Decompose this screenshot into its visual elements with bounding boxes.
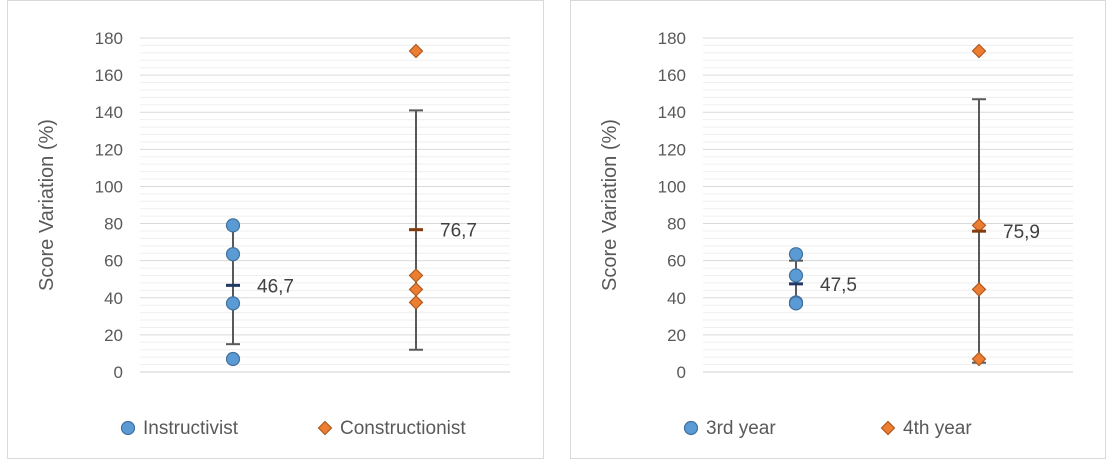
y-tick-label: 160 xyxy=(658,66,686,85)
legend-marker xyxy=(880,420,896,436)
data-point xyxy=(971,43,987,59)
mean-data-label: 75,9 xyxy=(1003,222,1040,243)
y-tick-label: 40 xyxy=(667,289,686,308)
y-tick-label: 20 xyxy=(667,326,686,345)
y-tick-label: 80 xyxy=(104,215,123,234)
legend-label: Instructivist xyxy=(143,418,239,439)
legend-marker xyxy=(120,420,136,436)
data-point xyxy=(225,218,241,233)
data-point xyxy=(971,282,987,297)
data-point xyxy=(225,351,241,367)
y-tick-label: 180 xyxy=(95,29,123,48)
legend-label: Constructionist xyxy=(340,418,466,439)
legend-label: 4th year xyxy=(903,418,972,439)
data-point xyxy=(408,43,424,59)
data-point xyxy=(788,296,804,311)
y-axis-title: Score Variation (%) xyxy=(36,119,58,291)
y-tick-label: 120 xyxy=(658,140,686,159)
chart-panel-right: 0 20 40 60 80 100 120 140 160 180 Score Variation … xyxy=(570,0,1106,459)
data-point xyxy=(408,282,424,297)
mean-marker xyxy=(789,282,803,286)
data-point xyxy=(408,268,424,283)
y-axis-title: Score Variation (%) xyxy=(599,119,621,291)
chart-left-svg: 0 20 40 60 80 100 120 140 160 180 Score Variation … xyxy=(36,29,510,439)
y-tick-label: 140 xyxy=(658,103,686,122)
data-point xyxy=(225,296,241,311)
y-tick-label: 180 xyxy=(658,29,686,48)
mean-data-label: 46,7 xyxy=(257,276,294,297)
data-point xyxy=(971,351,987,367)
chart-panel-left: 0 20 40 60 80 100 120 140 160 180 Score Variation … xyxy=(7,0,544,459)
y-tick-label: 160 xyxy=(95,66,123,85)
y-tick-label: 0 xyxy=(114,363,123,382)
y-tick-label: 20 xyxy=(104,326,123,345)
mean-marker xyxy=(226,283,240,287)
y-tick-label: 120 xyxy=(95,140,123,159)
data-point xyxy=(788,268,804,283)
y-tick-label: 0 xyxy=(677,363,686,382)
y-tick-label: 60 xyxy=(667,252,686,271)
data-point xyxy=(225,247,241,262)
data-point xyxy=(408,295,424,310)
mean-marker xyxy=(972,229,986,233)
legend-marker xyxy=(317,420,333,436)
y-tick-label: 80 xyxy=(667,215,686,234)
mean-data-label: 76,7 xyxy=(440,221,477,242)
y-tick-label: 140 xyxy=(95,103,123,122)
y-tick-label: 100 xyxy=(95,177,123,196)
legend-marker xyxy=(683,420,699,436)
chart-right-svg: 0 20 40 60 80 100 120 140 160 180 Score Variation … xyxy=(599,29,1073,439)
data-point xyxy=(788,247,804,262)
y-tick-label: 100 xyxy=(658,177,686,196)
legend-label: 3rd year xyxy=(706,418,776,439)
y-tick-label: 60 xyxy=(104,252,123,271)
mean-data-label: 47,5 xyxy=(820,275,857,296)
y-tick-label: 40 xyxy=(104,289,123,308)
mean-marker xyxy=(409,228,423,232)
